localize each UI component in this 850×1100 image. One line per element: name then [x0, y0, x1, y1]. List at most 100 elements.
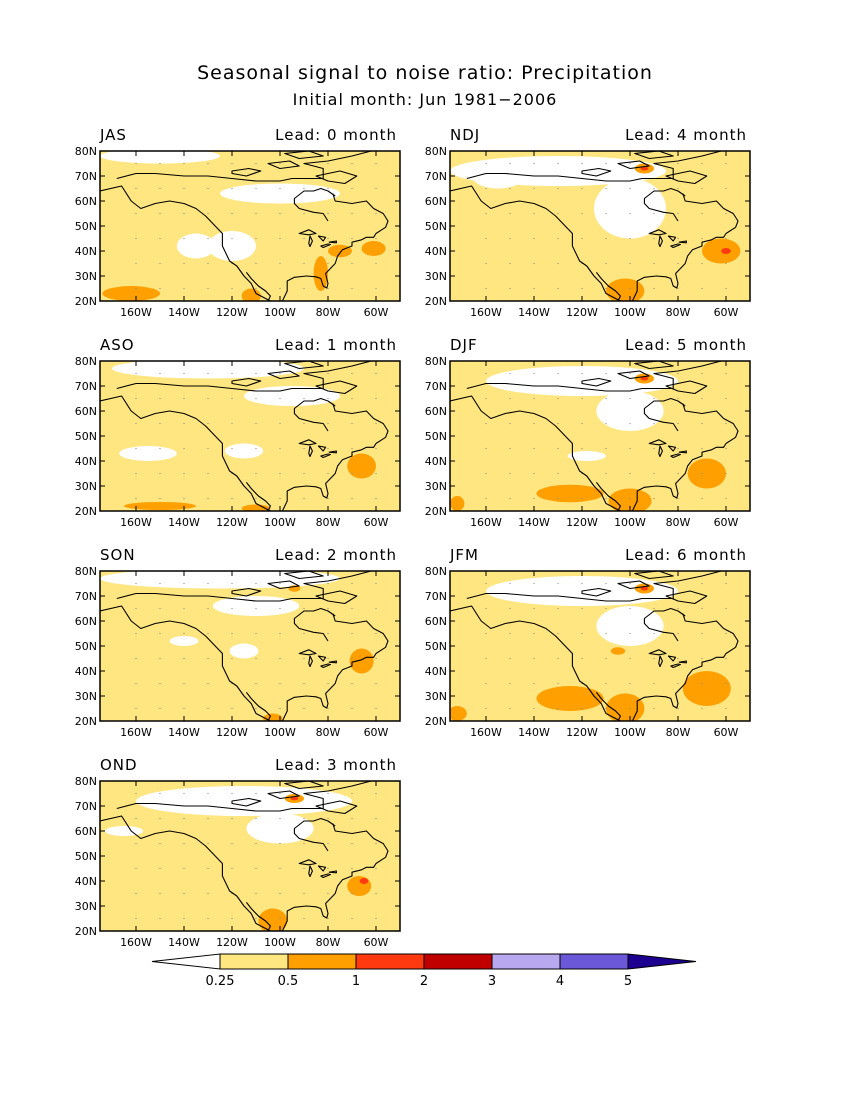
coastline — [450, 571, 739, 721]
coastline — [450, 361, 739, 511]
lon-tick-label: 160W — [120, 306, 152, 319]
lat-tick-label: 20N — [425, 715, 447, 728]
map-panel-jfm: JFM Lead: 6 month 80N 70N 60N 50N 40N 30N 20N 1… — [425, 546, 755, 746]
lon-tick-label: 100W — [264, 306, 296, 319]
high-ratio-region — [258, 908, 288, 931]
map-plot: 80N 70N 60N 50N 40N 30N 20N 160W 140W 120W 100W 80W… — [425, 355, 751, 529]
map-plot: 80N 70N 60N 50N 40N 30N 20N 160W 140W 120W 100W 80W… — [75, 145, 401, 319]
lon-tick-label: 100W — [614, 516, 646, 529]
high-ratio-region — [682, 671, 731, 706]
lat-tick-label: 40N — [75, 245, 97, 258]
lat-tick-label: 70N — [75, 590, 97, 603]
lon-tick-label: 60W — [364, 516, 389, 529]
lat-tick-label: 30N — [425, 480, 447, 493]
low-ratio-region — [594, 178, 666, 239]
lon-tick-label: 140W — [168, 516, 200, 529]
high-ratio-region — [687, 458, 726, 489]
lon-tick-label: 60W — [364, 936, 389, 949]
map-panel-ndj: NDJ Lead: 4 month 80N 70N 60N 50N 40N 30N 20N 1… — [425, 126, 755, 326]
lat-tick-label: 80N — [425, 145, 447, 158]
colorbar-segment — [355, 953, 425, 970]
lat-tick-label: 40N — [75, 875, 97, 888]
lon-tick-label: 80W — [666, 516, 691, 529]
low-ratio-region — [104, 826, 144, 836]
season-label: DJF — [450, 336, 478, 354]
lon-tick-label: 120W — [216, 516, 248, 529]
map-panel-son: SON Lead: 2 month 80N 70N 60N 50N 40N 30N 20N 1… — [75, 546, 405, 746]
colorbar-segment — [491, 953, 561, 970]
lon-tick-label: 100W — [614, 726, 646, 739]
lon-tick-label: 160W — [120, 516, 152, 529]
high-ratio-region — [263, 713, 283, 721]
main-title: Seasonal signal to noise ratio: Precipit… — [197, 62, 653, 84]
lat-tick-label: 50N — [75, 850, 97, 863]
lat-tick-label: 40N — [75, 455, 97, 468]
low-ratio-region — [474, 168, 522, 189]
colorbar: 0.25 0.5 1 2 3 4 5 — [151, 953, 697, 989]
lat-tick-label: 60N — [425, 195, 447, 208]
lat-tick-label: 50N — [75, 640, 97, 653]
lon-tick-label: 60W — [714, 306, 739, 319]
colorbar-segment — [627, 953, 697, 970]
colorbar-tick-label: 2 — [420, 974, 428, 989]
lon-tick-label: 160W — [470, 726, 502, 739]
lat-tick-label: 60N — [75, 195, 97, 208]
lead-label: Lead: 0 month — [275, 126, 397, 144]
lon-tick-label: 80W — [316, 516, 341, 529]
lat-tick-label: 50N — [75, 430, 97, 443]
lon-tick-label: 120W — [566, 726, 598, 739]
lat-tick-label: 70N — [425, 380, 447, 393]
lat-tick-label: 20N — [75, 505, 97, 518]
shaded-field — [100, 361, 400, 511]
coastline — [100, 151, 389, 301]
high-ratio-region — [610, 647, 626, 655]
colorbar-segment — [559, 953, 629, 970]
lon-tick-label: 140W — [518, 516, 550, 529]
lat-tick-label: 30N — [75, 270, 97, 283]
lon-tick-label: 140W — [168, 936, 200, 949]
lon-tick-label: 60W — [364, 306, 389, 319]
lat-tick-label: 40N — [425, 245, 447, 258]
lat-tick-label: 80N — [75, 145, 97, 158]
lead-label: Lead: 1 month — [275, 336, 397, 354]
lead-label: Lead: 6 month — [625, 546, 747, 564]
lat-tick-label: 80N — [75, 355, 97, 368]
lat-tick-label: 80N — [425, 565, 447, 578]
lat-tick-label: 30N — [425, 270, 447, 283]
high-ratio-region — [640, 376, 649, 381]
high-ratio-region — [450, 706, 467, 721]
lat-tick-label: 20N — [75, 295, 97, 308]
season-label: JAS — [100, 126, 127, 144]
lon-tick-label: 160W — [120, 936, 152, 949]
high-ratio-region — [313, 256, 328, 291]
low-ratio-region — [112, 361, 304, 379]
high-ratio-region — [124, 502, 196, 510]
lon-tick-label: 120W — [216, 726, 248, 739]
lon-tick-label: 80W — [316, 936, 341, 949]
coastline — [450, 151, 739, 301]
coastline — [100, 571, 389, 721]
lat-tick-label: 40N — [425, 455, 447, 468]
lead-label: Lead: 5 month — [625, 336, 747, 354]
lon-tick-label: 60W — [714, 726, 739, 739]
low-ratio-region — [229, 643, 259, 659]
colorbar-segment — [287, 953, 357, 970]
lat-tick-label: 50N — [425, 640, 447, 653]
lon-tick-label: 80W — [316, 306, 341, 319]
lat-tick-label: 40N — [75, 665, 97, 678]
high-ratio-region — [328, 244, 352, 258]
high-ratio-region — [241, 288, 261, 301]
lon-tick-label: 100W — [264, 936, 296, 949]
colorbar-segment — [423, 953, 493, 970]
lat-tick-label: 40N — [425, 665, 447, 678]
map-plot: 80N 70N 60N 50N 40N 30N 20N 160W 140W 120W 100W 80W… — [425, 145, 751, 319]
low-ratio-region — [119, 446, 177, 461]
map-panel-jas: JAS Lead: 0 month 80N 70N 60N 50N 40N 30N 20N 1… — [75, 126, 405, 326]
low-ratio-region — [596, 391, 664, 431]
map-plot: 80N 70N 60N 50N 40N 30N 20N 160W 140W 120W 100W 80W… — [75, 565, 401, 739]
lon-tick-label: 160W — [470, 516, 502, 529]
lon-tick-label: 120W — [216, 306, 248, 319]
map-panel-aso: ASO Lead: 1 month 80N 70N 60N 50N 40N 30N 20N 1… — [75, 336, 405, 536]
coastline — [100, 361, 389, 511]
lead-label: Lead: 2 month — [275, 546, 397, 564]
